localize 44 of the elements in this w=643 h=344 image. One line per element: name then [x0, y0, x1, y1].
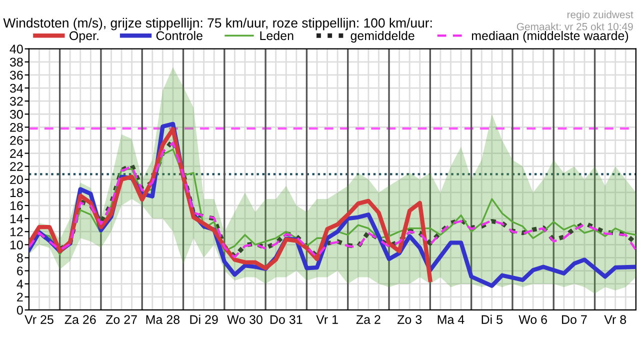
x-tick-label: Vr 1 [316, 315, 338, 324]
chart-title: Windstoten (m/s), grijze stippellijn: 75 km/uur, roze stippellijn: 100 km/uur: [3, 18, 432, 30]
y-tick-label: 38 [10, 58, 23, 67]
y-tick-label: 2 [17, 292, 23, 302]
y-tick-label: 14 [10, 214, 24, 224]
x-tick-label: Do 31 [270, 315, 302, 324]
text: Gemaakt: vr 25 okt 10:49 [516, 22, 633, 30]
y-tick-label: 0 [16, 306, 23, 315]
x-tick-label: Za 2 [356, 315, 380, 324]
x-tick-label: Zo 27 [106, 315, 137, 324]
x-tick-label: Ma 28 [146, 315, 180, 324]
x-tick-label: Vr 25 [24, 315, 54, 324]
x-tick-label: Za 26 [64, 315, 96, 324]
y-tick-label: 6 [17, 266, 23, 276]
y-tick-label: 20 [10, 175, 23, 184]
y-tick-label: 4 [16, 280, 24, 288]
y-tick-label: 18 [10, 188, 23, 198]
y-tick-label: 16 [10, 201, 23, 210]
x-tick-label: Ma 4 [438, 315, 464, 324]
y-tick-label: 28 [10, 122, 23, 132]
x-tick-label: Wo 30 [227, 315, 262, 324]
legend-label: gemiddelde [350, 30, 414, 43]
legend-label: Controle [156, 30, 202, 40]
x-tick-label: Di 5 [482, 314, 502, 324]
x-tick-label: Di 29 [190, 314, 218, 324]
x-tick-label: Wo 6 [518, 315, 547, 324]
y-tick-label: 22 [10, 162, 23, 171]
y-tick-label: 36 [10, 70, 23, 80]
y-tick-label: 12 [10, 227, 23, 236]
y-tick-label: 8 [16, 254, 23, 262]
legend-label: Oper. [70, 31, 98, 43]
y-tick-label: 30 [10, 110, 23, 119]
y-tick-label: 34 [10, 84, 24, 93]
legend-label: mediaan (middelste waarde) [472, 30, 628, 43]
y-tick-label: 24 [10, 149, 24, 158]
x-tick-label: Zo 3 [397, 315, 422, 324]
x-tick-label: Do 7 [562, 315, 587, 324]
text: regio zuidwest [567, 10, 634, 20]
y-tick-label: 32 [10, 96, 23, 106]
y-tick-label: 10 [10, 240, 23, 250]
legend-label: Leden [260, 30, 294, 40]
y-tick-label: 26 [10, 136, 23, 145]
y-tick-label: 40 [10, 44, 23, 54]
x-tick-label: Vr 8 [604, 315, 626, 324]
